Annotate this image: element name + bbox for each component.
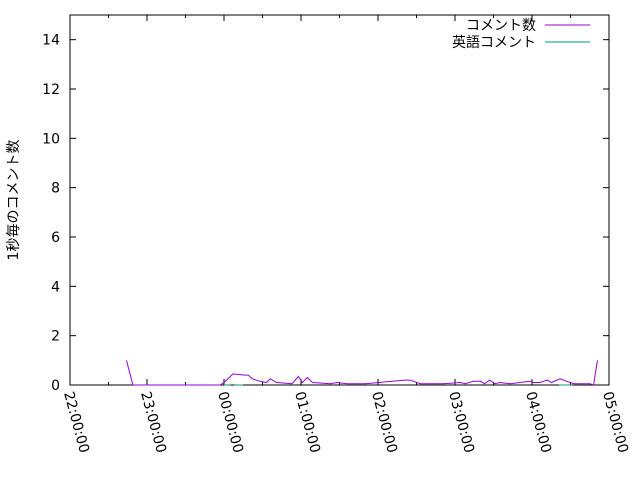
x-tick-label: 03:00:00: [445, 390, 477, 455]
x-tick-label: 02:00:00: [368, 390, 400, 455]
x-tick-label: 01:00:00: [291, 390, 323, 455]
axes: 0 2 4 6 8 10 12 14 22:00:00 23:00:00 00:00:00 01:00…: [42, 14, 631, 455]
y-tick-label: 10: [42, 131, 60, 147]
x-tick-label: 00:00:00: [214, 390, 246, 455]
y-tick-label: 6: [51, 230, 60, 246]
y-tick-label: 12: [42, 82, 60, 98]
series-group: [125, 360, 598, 386]
legend-label: コメント数: [466, 18, 536, 34]
x-tick-label: 23:00:00: [137, 390, 169, 455]
x-tick-label: 05:00:00: [599, 390, 631, 455]
x-tick-label: 22:00:00: [60, 390, 92, 455]
y-tick-label: 8: [51, 181, 60, 197]
x-tick-label: 04:00:00: [522, 390, 554, 455]
series-line-0: [125, 360, 598, 386]
y-axis-label: 1秒毎のコメント数: [6, 140, 22, 261]
y-tick-label: 2: [51, 329, 60, 345]
legend-label: 英語コメント: [452, 34, 536, 51]
y-tick-label: 14: [42, 33, 60, 49]
y-tick-label: 0: [51, 378, 60, 394]
plot-border: [69, 14, 610, 386]
y-tick-label: 4: [51, 279, 60, 295]
